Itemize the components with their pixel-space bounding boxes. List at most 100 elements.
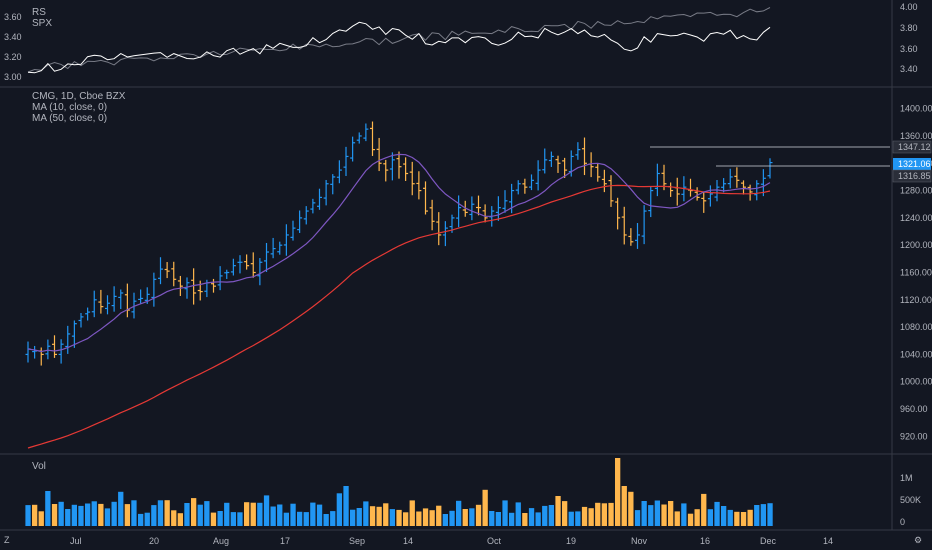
volume-bar (316, 504, 323, 526)
ohlc-bar (462, 200, 468, 217)
ohlc-bar (184, 277, 190, 299)
spx-line (27, 7, 771, 73)
ohlc-bar (621, 206, 627, 245)
price-tick: 1280.00 (900, 186, 932, 196)
time-label: Aug (213, 536, 229, 546)
ohlc-bar (290, 220, 296, 241)
ohlc-bar (376, 137, 382, 172)
volume-bar (515, 502, 521, 526)
ohlc-bar (71, 320, 77, 348)
volume-bar (78, 505, 84, 526)
volume-bar (575, 511, 581, 526)
volume-bar (184, 503, 190, 526)
volume-bar (369, 506, 376, 526)
volume-bar (283, 512, 289, 526)
volume-bar (760, 504, 766, 526)
volume-bar (528, 508, 535, 526)
volume-bar (482, 489, 488, 526)
volume-bar (754, 505, 760, 526)
ohlc-bar (283, 224, 289, 256)
rs-left-tick: 3.00 (4, 72, 22, 82)
rs-legend-rs: RS (32, 7, 46, 18)
ohlc-bar (131, 292, 137, 319)
volume-tick: 0 (900, 517, 905, 527)
price-tick: 1120.00 (900, 295, 932, 305)
volume-bar (138, 513, 144, 526)
ohlc-bar (542, 148, 548, 174)
settings-icon[interactable]: ⚙ (914, 535, 922, 545)
price-tick: 920.00 (900, 431, 928, 441)
volume-bar (250, 502, 256, 526)
ohlc-bar (555, 155, 561, 173)
ohlc-bar (85, 307, 91, 321)
time-label: 19 (566, 536, 576, 546)
volume-bar (442, 514, 448, 526)
time-label: Nov (631, 536, 648, 546)
volume-bar (535, 512, 541, 526)
ohlc-bar (615, 197, 621, 230)
ohlc-bar (641, 205, 647, 245)
volume-bar (403, 512, 409, 526)
rs-legend-spx: SPX (32, 18, 52, 29)
time-label: 14 (823, 536, 833, 546)
ohlc-bar (297, 210, 303, 233)
volume-legend[interactable]: Vol (32, 461, 46, 472)
ohlc-bar (409, 161, 415, 196)
volume-bar (654, 500, 660, 526)
price-tick: 1160.00 (900, 268, 932, 278)
time-label: 16 (700, 536, 710, 546)
volume-bar (98, 503, 104, 526)
time-axis[interactable]: Z Jul 20 Aug 17 Sep 14 Oct 19 Nov 16 Dec… (4, 535, 922, 546)
volume-bar (71, 504, 77, 526)
ohlc-bar (456, 195, 462, 228)
volume-bar (118, 491, 124, 526)
volume-bar (45, 491, 51, 526)
ma50-legend[interactable]: MA (50, close, 0) (32, 113, 107, 124)
ohlc-bar (701, 192, 707, 213)
time-label: 17 (280, 536, 290, 546)
volume-tick: 1M (900, 473, 913, 483)
timezone-button[interactable]: Z (4, 535, 10, 545)
ohlc-bars (25, 121, 773, 366)
volume-bar (257, 502, 263, 526)
ohlc-bar (98, 289, 104, 314)
price-tick: 960.00 (900, 404, 928, 414)
volume-bar (707, 509, 713, 526)
svg-text:1321.06: 1321.06 (898, 159, 931, 169)
ohlc-bar (323, 179, 329, 206)
volume-bar (548, 505, 554, 526)
volume-bar (157, 500, 164, 526)
volume-bar (740, 512, 747, 526)
volume-bar (389, 509, 395, 526)
symbol-legend[interactable]: CMG, 1D, Cboe BZX (32, 91, 126, 102)
volume-bar (701, 493, 707, 526)
volume-bar (734, 511, 740, 526)
volume-bar (383, 503, 389, 526)
rs-pane: RS SPX 3.60 3.40 3.20 3.00 4.00 3.80 3.6… (4, 2, 918, 82)
rs-left-tick: 3.20 (4, 52, 22, 62)
ohlc-bar (356, 132, 362, 144)
volume-bar (422, 508, 429, 526)
ohlc-bar (310, 198, 316, 214)
ohlc-bar (303, 206, 309, 225)
ohlc-bar (111, 286, 117, 312)
volume-bar (542, 505, 548, 526)
volume-bar (343, 486, 349, 526)
volume-bar (648, 505, 654, 526)
volume-bar (323, 514, 329, 526)
ohlc-bar (224, 269, 230, 279)
volume-bar (475, 504, 482, 526)
ma10-legend[interactable]: MA (10, close, 0) (32, 102, 107, 113)
price-tick: 1240.00 (900, 213, 932, 223)
volume-bar (25, 505, 31, 526)
time-label: Sep (349, 536, 365, 546)
volume-bar (244, 502, 250, 526)
volume-bar (65, 509, 71, 526)
volume-bar (721, 506, 727, 526)
volume-bar (376, 506, 382, 526)
ohlc-bar (230, 258, 236, 276)
ohlc-bar (389, 152, 395, 181)
volume-bar (277, 504, 283, 526)
ohlc-bar (694, 187, 700, 201)
